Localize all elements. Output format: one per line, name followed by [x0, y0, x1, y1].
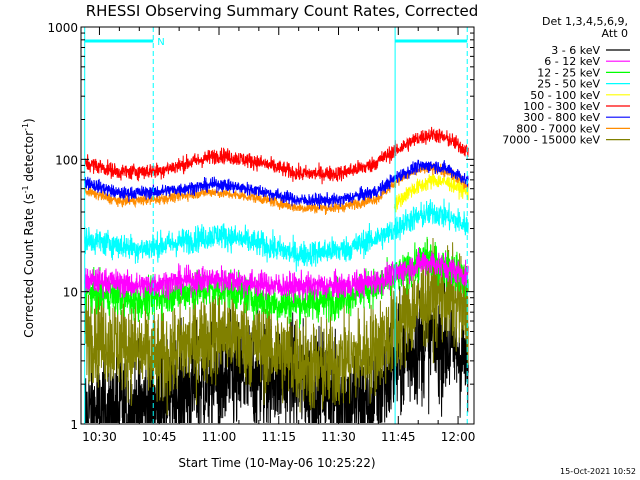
x-tick-label: 11:45 — [381, 430, 416, 444]
plot-frame — [80, 26, 475, 425]
y-axis-label: Corrected Count Rate (s-1 detector-1) — [21, 118, 36, 337]
legend-header-line-1: Det 1,3,4,5,6,9, — [542, 15, 628, 28]
legend-label: 100 - 300 keV — [523, 100, 600, 113]
x-tick-label: 10:30 — [82, 430, 117, 444]
legend-header-line-2: Att 0 — [602, 27, 628, 40]
series-line-7000-15000kev — [84, 237, 469, 416]
y-tick-label: 10 — [63, 286, 78, 300]
y-tick-label: 1000 — [47, 21, 78, 35]
legend-label: 12 - 25 keV — [537, 66, 600, 79]
legend-label: 50 - 100 keV — [530, 89, 600, 102]
legend-label: 6 - 12 keV — [544, 55, 600, 68]
y-tick-label: 100 — [55, 153, 78, 167]
y-tick-label: 1 — [70, 418, 78, 432]
series-line-100-300kev — [84, 126, 469, 185]
legend-label: 300 - 800 keV — [523, 111, 600, 124]
y-axis: 1 10 100 1000 — [47, 21, 474, 432]
series-line-25-50kev — [84, 198, 469, 272]
x-tick-label: 10:45 — [142, 430, 177, 444]
timestamp: 15-Oct-2021 10:52 — [560, 467, 636, 476]
series-line-50-100kev — [393, 173, 469, 213]
x-axis: 10:30 10:45 11:00 11:15 11:30 11:45 12:00 — [82, 27, 475, 444]
night-flag-label: N — [157, 37, 164, 48]
series-line-6-12kev — [84, 247, 469, 304]
x-tick-label: 11:30 — [321, 430, 356, 444]
markers-layer: N — [84, 27, 468, 424]
legend-label: 25 - 50 keV — [537, 78, 600, 91]
x-axis-label: Start Time (10-May-06 10:25:22) — [178, 456, 375, 470]
chart-title: RHESSI Observing Summary Count Rates, Co… — [86, 2, 479, 20]
x-tick-label: 12:00 — [441, 430, 476, 444]
series-layer — [84, 126, 469, 423]
legend-label: 7000 - 15000 keV — [502, 134, 600, 147]
legend-label: 3 - 6 keV — [551, 44, 600, 57]
legend-label: 800 - 7000 keV — [516, 122, 600, 135]
x-tick-label: 11:00 — [202, 430, 237, 444]
series-line-300-800kev — [84, 159, 469, 209]
x-tick-label: 11:15 — [261, 430, 296, 444]
